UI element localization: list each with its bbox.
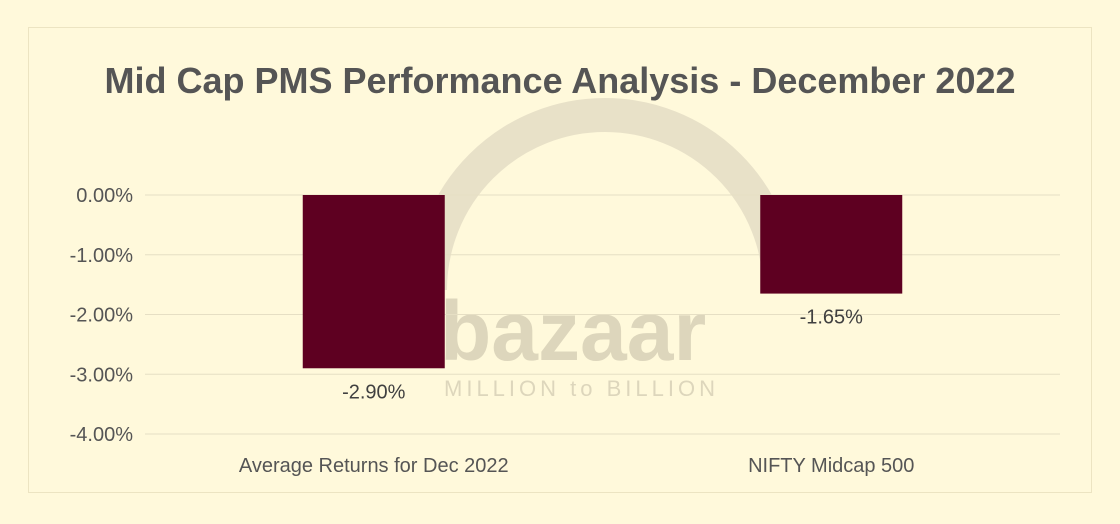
watermark-logo: bazaar MILLION to BILLION — [413, 98, 797, 401]
y-tick-label: -2.00% — [70, 305, 134, 327]
bar — [302, 195, 445, 369]
chart-frame — [28, 27, 1092, 493]
watermark-brand: bazaar — [440, 284, 706, 378]
chart-title: Mid Cap PMS Performance Analysis - Decem… — [104, 60, 1016, 101]
y-tick-label: 0.00% — [76, 185, 133, 207]
data-labels: -2.90% -1.65% — [342, 307, 863, 404]
bars — [302, 195, 903, 369]
data-label: -2.90% — [342, 381, 406, 403]
y-tick-label: -3.00% — [70, 364, 134, 386]
y-axis-tick-labels: 0.00% -1.00% -2.00% -3.00% -4.00% — [70, 185, 134, 446]
category-label: Average Returns for Dec 2022 — [239, 455, 509, 477]
watermark-arc — [413, 98, 797, 291]
watermark-tagline: MILLION to BILLION — [444, 376, 719, 401]
category-label: NIFTY Midcap 500 — [748, 455, 914, 477]
x-axis-category-labels: Average Returns for Dec 2022 NIFTY Midcap… — [239, 455, 915, 477]
data-label: -1.65% — [800, 307, 864, 329]
bar — [760, 195, 903, 294]
y-tick-label: -1.00% — [70, 245, 134, 267]
grid-lines — [145, 194, 1060, 435]
y-tick-label: -4.00% — [70, 424, 134, 446]
